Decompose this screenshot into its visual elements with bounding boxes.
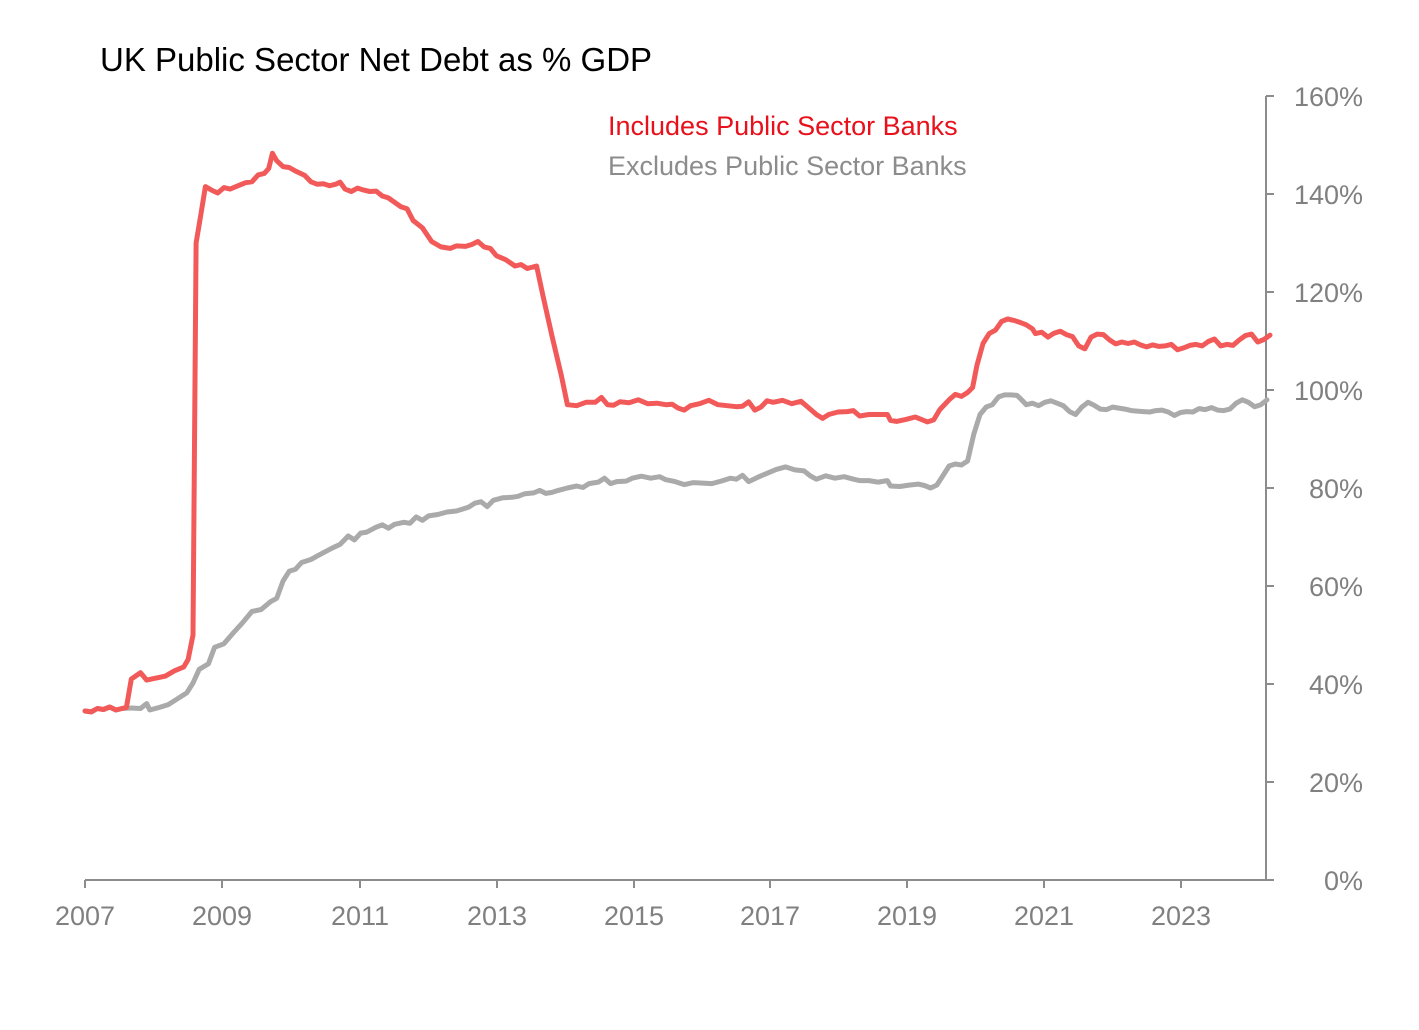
series-line-excludes-banks xyxy=(82,392,1270,715)
series-line-includes-banks xyxy=(82,150,1273,715)
x-tick-label: 2017 xyxy=(740,901,800,931)
x-axis-ticks: 2007 2009 2011 2013 2015 2017 2019 2021 2023 xyxy=(55,880,1211,931)
legend-item-excludes-banks: Excludes Public Sector Banks xyxy=(608,151,967,181)
x-tick-label: 2015 xyxy=(604,901,664,931)
y-tick-label: 140% xyxy=(1294,180,1363,210)
y-tick-label: 120% xyxy=(1294,278,1363,308)
legend-item-includes-banks: Includes Public Sector Banks xyxy=(608,111,958,141)
x-tick-label: 2009 xyxy=(192,901,252,931)
y-tick-label: 40% xyxy=(1309,670,1363,700)
x-tick-label: 2023 xyxy=(1151,901,1211,931)
x-tick-label: 2013 xyxy=(467,901,527,931)
y-tick-label: 80% xyxy=(1309,474,1363,504)
series-layer xyxy=(82,150,1273,715)
y-tick-label: 60% xyxy=(1309,572,1363,602)
chart-title: UK Public Sector Net Debt as % GDP xyxy=(100,41,652,78)
y-tick-label: 20% xyxy=(1309,768,1363,798)
x-tick-label: 2021 xyxy=(1014,901,1074,931)
x-tick-label: 2007 xyxy=(55,901,115,931)
axes xyxy=(85,96,1267,881)
y-tick-label: 0% xyxy=(1324,866,1363,896)
x-tick-label: 2019 xyxy=(877,901,937,931)
y-axis-ticks: 0% 20% 40% 60% 80% 100% 120% 140% 160% xyxy=(1266,82,1363,896)
x-tick-label: 2011 xyxy=(331,901,389,931)
y-tick-label: 100% xyxy=(1294,376,1363,406)
y-tick-label: 160% xyxy=(1294,82,1363,112)
